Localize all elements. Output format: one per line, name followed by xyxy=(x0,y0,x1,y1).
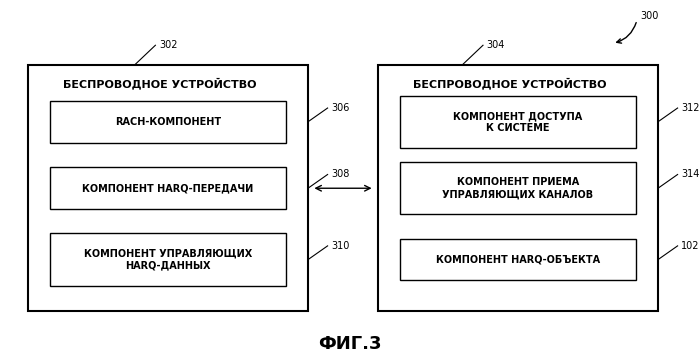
Text: КОМПОНЕНТ ПРИЕМА
УПРАВЛЯЮЩИХ КАНАЛОВ: КОМПОНЕНТ ПРИЕМА УПРАВЛЯЮЩИХ КАНАЛОВ xyxy=(442,177,594,199)
Text: БЕСПРОВОДНОЕ УСТРОЙСТВО: БЕСПРОВОДНОЕ УСТРОЙСТВО xyxy=(63,77,256,89)
Text: 310: 310 xyxy=(331,241,349,251)
Text: БЕСПРОВОДНОЕ УСТРОЙСТВО: БЕСПРОВОДНОЕ УСТРОЙСТВО xyxy=(413,77,606,89)
Text: 306: 306 xyxy=(331,103,349,113)
Text: 312: 312 xyxy=(681,103,699,113)
Text: ФИГ.3: ФИГ.3 xyxy=(318,335,382,353)
Text: 302: 302 xyxy=(159,40,177,50)
Text: КОМПОНЕНТ HARQ-ПЕРЕДАЧИ: КОМПОНЕНТ HARQ-ПЕРЕДАЧИ xyxy=(83,183,253,193)
Bar xyxy=(50,233,286,286)
Text: 304: 304 xyxy=(486,40,505,50)
Bar xyxy=(400,239,636,281)
Bar xyxy=(378,65,658,311)
Text: 308: 308 xyxy=(331,169,349,180)
Text: КОМПОНЕНТ HARQ-ОБЪЕКТА: КОМПОНЕНТ HARQ-ОБЪЕКТА xyxy=(436,254,600,265)
Bar xyxy=(50,101,286,143)
Bar xyxy=(400,162,636,214)
Text: 314: 314 xyxy=(681,169,699,180)
Text: 102: 102 xyxy=(681,241,699,251)
Text: 300: 300 xyxy=(640,11,659,21)
Text: RACH-КОМПОНЕНТ: RACH-КОМПОНЕНТ xyxy=(115,117,221,127)
Text: КОМПОНЕНТ УПРАВЛЯЮЩИХ
HARQ-ДАННЫХ: КОМПОНЕНТ УПРАВЛЯЮЩИХ HARQ-ДАННЫХ xyxy=(84,249,252,270)
Bar xyxy=(28,65,308,311)
Text: КОМПОНЕНТ ДОСТУПА
К СИСТЕМЕ: КОМПОНЕНТ ДОСТУПА К СИСТЕМЕ xyxy=(454,111,582,132)
Bar xyxy=(400,96,636,148)
Bar xyxy=(50,167,286,209)
